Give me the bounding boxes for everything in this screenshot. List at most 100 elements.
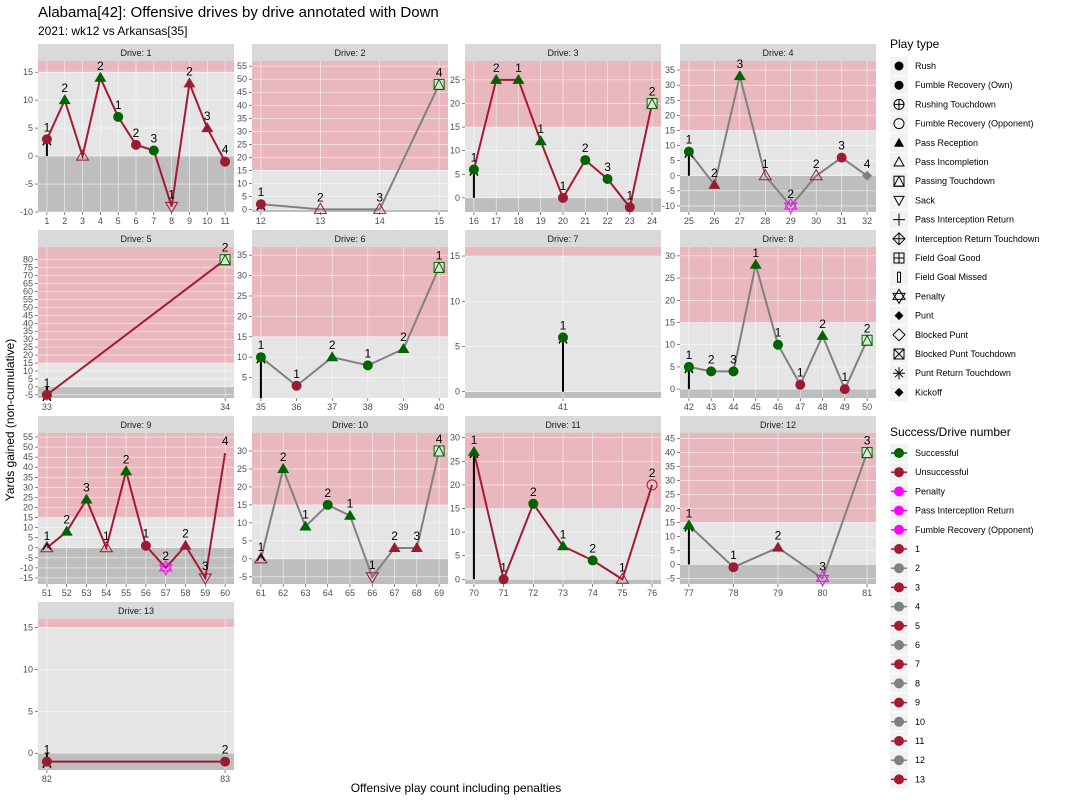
x-tick-label: 64 [323,588,333,598]
x-tick-label: 13 [315,216,325,226]
legend-item-label: 11 [915,736,924,746]
down-label: 1 [44,120,51,134]
play-marker [836,152,847,163]
legend-key-dot [894,697,904,708]
down-label: 3 [83,480,90,494]
legend-item-success: Pass Interception Return [890,501,1014,520]
down-label: 2 [493,61,500,75]
legend-item-success: 9 [890,693,920,712]
down-label: 2 [162,549,169,563]
drive-line [46,452,227,581]
down-label: 1 [364,346,371,360]
y-tick-label: 5 [670,156,675,166]
legend-item-success: 6 [890,636,920,654]
play-marker [164,201,179,214]
play-marker [131,139,141,150]
red-zone-band [252,247,448,337]
play-marker [861,334,873,346]
down-label: 3 [730,352,737,366]
play-marker [198,573,213,585]
x-tick-label: 66 [367,588,377,598]
x-tick-label: 47 [795,402,805,412]
x-tick-label: 53 [81,588,91,598]
marker-square [219,254,231,266]
legend-item-play-type: Blocked Punt Touchdown [890,345,1016,363]
marker-triangle [861,334,873,346]
x-tick-label: 43 [706,402,716,412]
legend-item-label: Penalty [915,486,946,496]
legend-item-label: 4 [915,602,920,612]
legend-key-bg [890,172,908,191]
legend-item-play-type: Rushing Touchdown [890,95,996,114]
x-tick-label: 74 [588,588,598,598]
y-tick-label: 25 [450,75,460,85]
legend-key-bg [890,191,908,210]
down-label: 2 [222,743,229,757]
down-label: 2 [391,529,398,543]
play-marker [255,352,266,363]
y-tick-label: 25 [450,456,460,466]
legend-item-label: Sack [915,195,936,205]
marker-triangle-down [783,202,798,214]
play-marker [558,192,568,203]
legend-key-icon [893,175,905,187]
panel-strip [680,230,876,247]
legend-item-play-type: Fumble Recovery (Opponent) [890,114,1034,133]
play-marker [40,540,54,553]
y-tick-label: 20 [450,480,460,490]
legend-key-dot [894,755,904,766]
chart-title: Alabama[42]: Offensive drives by drive a… [38,4,439,21]
down-label: 2 [133,126,140,140]
panel-strip [38,416,234,433]
legend-item-label: Kickoff [915,387,942,397]
y-tick-label: 5 [28,706,33,716]
x-tick-label: 9 [187,216,192,226]
y-tick-label: -5 [239,572,247,582]
play-marker [783,197,798,214]
legend-item-label: Fumble Recovery (Opponent) [915,525,1034,535]
y-tick-label: 50 [23,302,33,312]
drive-panel: Drive: 9-15-10-5051015202530354045505551… [20,416,234,598]
legend-key-bg [890,268,908,287]
y-axis-label: Yards gained (non-cumulative) [3,339,17,502]
x-tick-label: 25 [684,216,694,226]
play-marker [468,164,479,175]
y-tick-label: 40 [665,448,675,458]
x-tick-label: 30 [811,216,821,226]
legend-key-icon [892,288,906,300]
down-label: 1 [436,248,443,262]
panel-strip [38,602,234,619]
y-tick-label: 0 [670,559,675,569]
marker-square [861,334,873,346]
legend-key-icon [894,311,904,321]
down-label: 3 [838,139,845,153]
y-tick-label: 0 [455,574,460,584]
play-marker [733,70,746,81]
y-tick-label: 20 [665,504,675,514]
play-marker [322,499,333,510]
down-label: 3 [736,57,743,71]
y-tick-label: 5 [242,373,247,383]
x-tick-label: 39 [398,402,408,412]
legend-item-label: 3 [915,582,920,592]
play-marker [809,168,824,181]
x-tick-label: 42 [684,402,694,412]
x-tick-label: 63 [300,588,310,598]
y-tick-label: 30 [665,476,675,486]
legend-item-label: 9 [915,698,920,708]
legend-key-bg [890,325,908,344]
x-tick-label: 5 [116,216,121,226]
legend-item-success: 2 [890,559,920,578]
drive-panel: Drive: 7 0 5 10 15 41 1 [450,230,661,412]
legend-item-label: Pass Incompletion [915,157,989,167]
y-tick-label: 0 [242,554,247,564]
panel-strip-label: Drive: 6 [334,234,365,244]
y-tick-label: 15 [665,125,675,135]
y-tick-label: 35 [23,472,33,482]
down-label: 1 [302,507,309,521]
legend-item-label: Unsuccessful [915,467,969,477]
drive-panel: Drive: 12 -5 0 5 10 15 20 25 30 35 40 45 77 78 79 80 81 1… [665,416,876,598]
legend-key-icon [892,292,906,305]
legend-item-success: Successful [890,444,959,462]
x-tick-label: 36 [292,402,302,412]
